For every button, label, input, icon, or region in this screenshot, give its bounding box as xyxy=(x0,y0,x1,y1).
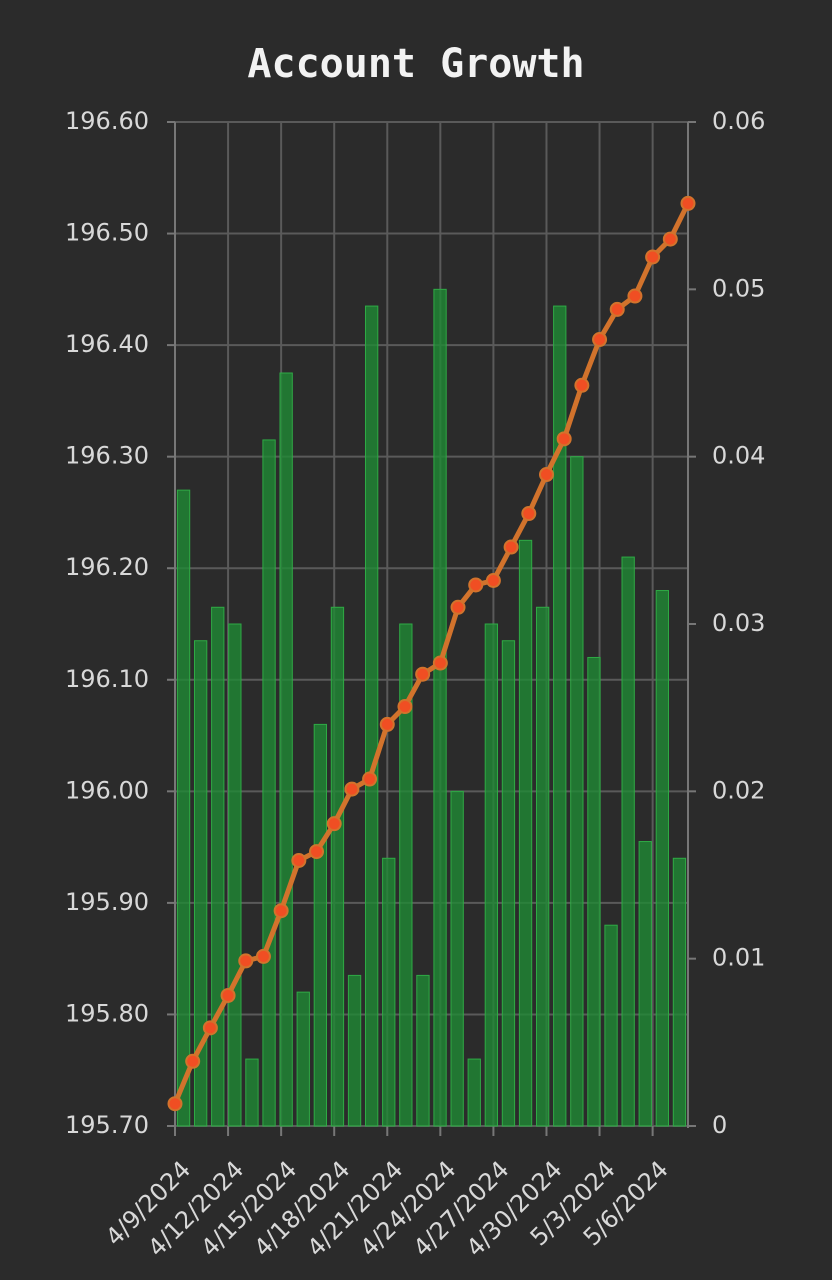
bar xyxy=(382,857,396,1127)
bar xyxy=(501,640,516,1127)
y2-tick-label: 0 xyxy=(712,1111,727,1139)
y-tick-label: 196.20 xyxy=(65,553,149,581)
point xyxy=(185,1053,201,1069)
y-tick-label: 196.40 xyxy=(65,330,149,358)
point xyxy=(326,816,342,832)
bar xyxy=(467,1058,481,1127)
point xyxy=(627,288,643,304)
point xyxy=(450,599,466,615)
y2-tick-label: 0.03 xyxy=(712,609,765,637)
point xyxy=(202,1020,218,1036)
bar xyxy=(245,1058,259,1127)
point xyxy=(556,431,572,447)
bar xyxy=(193,640,208,1127)
bar xyxy=(399,623,413,1127)
bar xyxy=(638,841,652,1127)
y-tick-label: 196.50 xyxy=(65,219,149,247)
chart-title: Account Growth xyxy=(247,41,584,87)
bar xyxy=(296,991,310,1127)
bar xyxy=(570,456,584,1127)
point xyxy=(220,987,236,1003)
bar xyxy=(313,723,328,1127)
bar xyxy=(553,305,567,1127)
y2-tick-label: 0.01 xyxy=(712,944,765,972)
point xyxy=(344,781,360,797)
y-tick-label: 195.70 xyxy=(65,1111,149,1139)
point xyxy=(609,301,625,317)
point xyxy=(521,506,537,522)
bar xyxy=(416,974,430,1127)
point xyxy=(680,195,696,211)
point xyxy=(379,716,395,732)
point xyxy=(662,231,678,247)
bar xyxy=(672,857,687,1127)
point xyxy=(167,1096,183,1112)
point xyxy=(645,249,661,265)
point xyxy=(592,332,608,348)
point xyxy=(291,852,307,868)
bar xyxy=(587,656,601,1127)
point xyxy=(397,699,413,715)
bar xyxy=(364,305,379,1127)
y-tick-label: 196.30 xyxy=(65,442,149,470)
point xyxy=(485,572,501,588)
bar xyxy=(228,623,242,1127)
y-tick-label: 196.00 xyxy=(65,776,149,804)
bar xyxy=(176,489,191,1127)
y-tick-label: 195.80 xyxy=(65,999,149,1027)
bar xyxy=(518,539,533,1127)
point xyxy=(415,666,431,682)
y-tick-label: 196.60 xyxy=(65,107,149,135)
bar xyxy=(535,606,550,1127)
point xyxy=(574,377,590,393)
bar xyxy=(655,590,670,1127)
point xyxy=(273,903,289,919)
point xyxy=(238,953,254,969)
point xyxy=(432,655,448,671)
y-tick-label: 195.90 xyxy=(65,888,149,916)
y2-tick-label: 0.02 xyxy=(712,776,765,804)
bar xyxy=(347,974,362,1127)
bar xyxy=(433,288,447,1127)
bar xyxy=(211,606,225,1127)
bar xyxy=(279,372,293,1127)
y2-tick-label: 0.06 xyxy=(712,107,765,135)
bar xyxy=(621,556,635,1127)
y2-tick-label: 0.04 xyxy=(712,442,765,470)
bar xyxy=(330,606,345,1127)
bar xyxy=(484,623,499,1127)
y-tick-label: 196.10 xyxy=(65,665,149,693)
point xyxy=(503,539,519,555)
point xyxy=(362,771,378,787)
point xyxy=(255,948,271,964)
bar xyxy=(262,439,276,1127)
point xyxy=(538,467,554,483)
point xyxy=(468,577,484,593)
bar xyxy=(450,790,464,1127)
bar xyxy=(604,924,618,1127)
y2-tick-label: 0.05 xyxy=(712,274,765,302)
point xyxy=(309,844,325,860)
